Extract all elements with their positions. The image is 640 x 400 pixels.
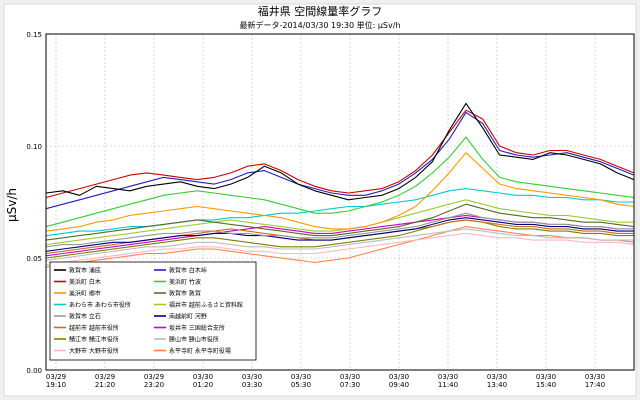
y-tick-label: 0.00	[26, 367, 42, 375]
series-line	[45, 111, 635, 210]
x-tick-date: 03/29	[46, 373, 66, 381]
series-line	[45, 136, 635, 228]
series-line	[45, 152, 635, 232]
x-tick-date: 03/30	[438, 373, 458, 381]
x-tick-time: 03:30	[242, 381, 262, 389]
series-line	[45, 109, 635, 199]
series-line	[45, 228, 634, 261]
x-tick-date: 03/30	[536, 373, 556, 381]
y-tick-label: 0.05	[26, 255, 42, 263]
legend-label: 大野市 大野市役所	[69, 347, 119, 355]
x-tick-time: 11:40	[438, 381, 458, 389]
y-tick-labels: 0.15 0.10 0.05 0.00	[26, 31, 42, 375]
legend-label: 鯖江市 鯖江市役所	[69, 336, 119, 344]
legend-label: 敦賀市 白木峠	[169, 267, 207, 275]
x-tick-time: 19:10	[46, 381, 66, 389]
legend-label: 美浜町 白木	[69, 278, 101, 286]
series-line	[45, 203, 635, 241]
series-line	[45, 212, 634, 248]
legend-label: 敦賀市 立石	[69, 313, 101, 321]
legend-label: 美浜町 竹波	[169, 278, 201, 286]
legend-box	[49, 261, 257, 361]
x-tick-date: 03/30	[340, 373, 360, 381]
x-tick-time: 09:40	[389, 381, 409, 389]
x-tick-time: 17:40	[585, 381, 605, 389]
legend-label: 美浜町 郷市	[69, 290, 101, 298]
legend-label: 福井市 越前ふるさと資料館	[169, 301, 243, 309]
x-tick-date: 03/30	[193, 373, 213, 381]
x-tick-date: 03/30	[585, 373, 605, 381]
legend-label: 永平寺町 永平寺町役場	[169, 347, 231, 355]
x-tick-date: 03/30	[487, 373, 507, 381]
chart-title: 福井県 空間線量率グラフ	[258, 4, 383, 18]
series-line	[45, 102, 635, 201]
x-tick-time: 07:30	[340, 381, 360, 389]
x-tick-date: 03/30	[291, 373, 311, 381]
x-tick-date: 03/30	[389, 373, 409, 381]
legend-label: 敦賀市 浦底	[69, 267, 101, 275]
x-tick-date: 03/30	[242, 373, 262, 381]
x-tick-time: 13:40	[487, 381, 507, 389]
plot-area-border	[45, 33, 635, 371]
legend-label: 勝山市 勝山市役所	[169, 336, 219, 344]
legend-label: 南越前町 河野	[169, 313, 207, 321]
x-tick-labels: 03/2919:1003/2921:2003/2923:2003/3001:20…	[46, 373, 605, 389]
y-tick-label: 0.15	[26, 31, 42, 39]
legend-label: あわら市 あわら市役所	[69, 301, 131, 309]
series-line	[45, 219, 634, 259]
series-line	[45, 199, 634, 246]
legend-label: 坂井市 三国総合支所	[169, 324, 225, 332]
x-tick-time: 05:30	[291, 381, 311, 389]
x-tick-time: 01:20	[193, 381, 213, 389]
x-tick-date: 03/29	[95, 373, 115, 381]
x-tick-time: 23:20	[144, 381, 164, 389]
series-line	[45, 217, 634, 252]
chart-subtitle: 最新データ-2014/03/30 19:30 単位: μSv/h	[239, 20, 400, 30]
series-lines	[45, 102, 635, 268]
x-tick-time: 21:20	[95, 381, 115, 389]
legend-label: 敦賀市 敦賀	[169, 290, 201, 298]
series-line	[45, 232, 635, 266]
legend-label: 越前市 越前市役所	[69, 324, 119, 332]
y-axis-label: μSv/h	[5, 188, 19, 222]
x-tick-time: 15:40	[536, 381, 556, 389]
x-tick-date: 03/29	[144, 373, 164, 381]
y-tick-label: 0.10	[26, 143, 42, 151]
